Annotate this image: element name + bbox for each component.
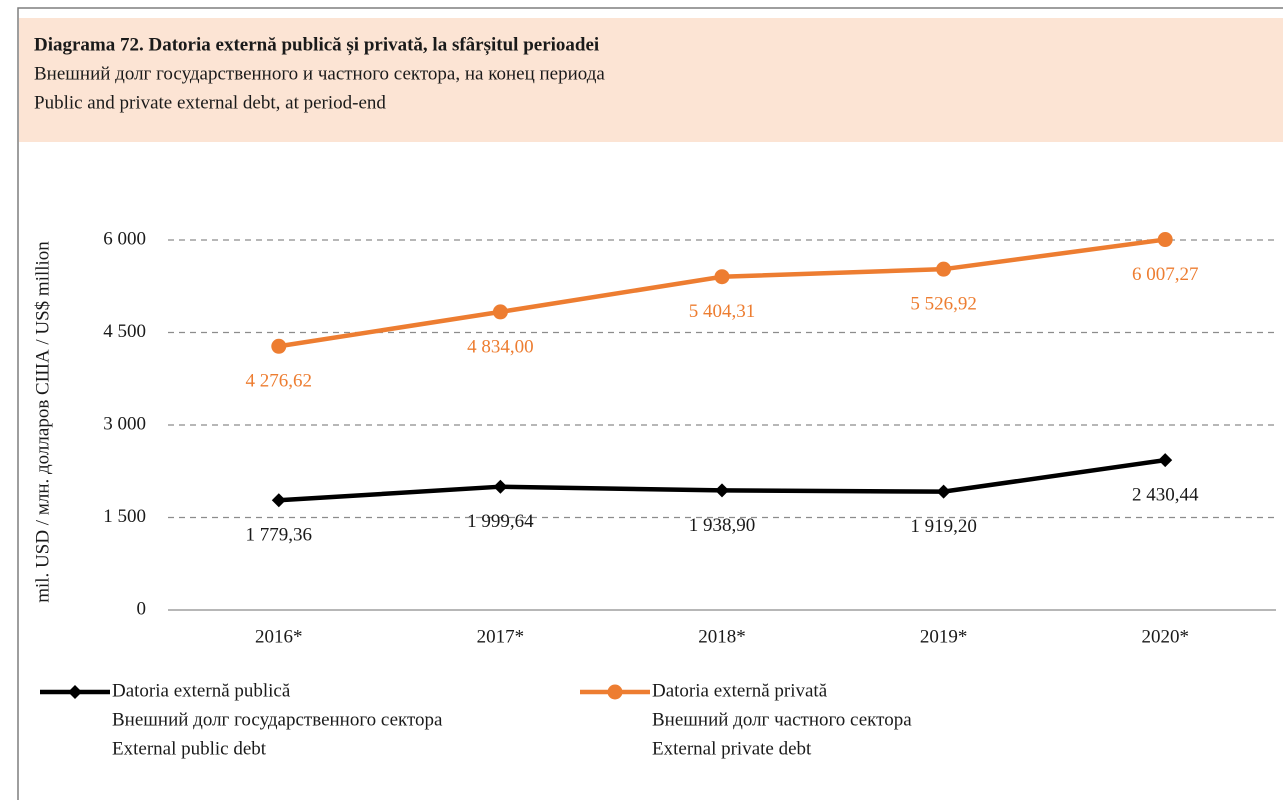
data-label: 5 526,92 [910, 294, 977, 315]
data-point [936, 261, 952, 277]
y-tick-label: 1 500 [103, 506, 146, 527]
x-tick-label: 2018* [698, 626, 746, 647]
data-label: 1 999,64 [467, 511, 534, 532]
x-tick-label: 2020* [1141, 626, 1189, 647]
x-tick-label: 2016* [255, 626, 303, 647]
y-tick-label: 0 [137, 598, 147, 619]
legend-label: External private debt [652, 738, 812, 759]
y-axis-label: mil. USD / млн. долларов США / US$ milli… [32, 241, 53, 603]
data-point [493, 479, 508, 494]
data-point [1157, 232, 1173, 248]
data-label: 1 938,90 [689, 515, 756, 536]
y-tick-label: 3 000 [103, 413, 146, 434]
legend-label: Внешний долг частного сектора [652, 709, 912, 730]
chart-title: Diagrama 72. Datoria externă publică și … [34, 34, 599, 55]
x-tick-label: 2017* [477, 626, 525, 647]
legend-label: Datoria externă publică [112, 680, 291, 701]
data-point [271, 493, 286, 508]
data-label: 5 404,31 [689, 301, 756, 322]
chart-subtitle: Внешний долг государственного и частного… [34, 63, 605, 84]
data-point [492, 304, 508, 320]
data-label: 4 834,00 [467, 336, 534, 357]
chart-subtitle: Public and private external debt, at per… [34, 92, 386, 113]
data-point [936, 484, 951, 499]
data-label: 1 779,36 [246, 525, 313, 546]
data-point [714, 269, 730, 285]
data-label: 6 007,27 [1132, 264, 1199, 285]
data-point [1158, 453, 1173, 468]
data-point [271, 338, 287, 354]
data-label: 1 919,20 [910, 516, 977, 537]
y-tick-label: 6 000 [103, 228, 146, 249]
legend-label: External public debt [112, 738, 267, 759]
data-point [715, 483, 729, 498]
y-tick-label: 4 500 [103, 321, 146, 342]
legend-label: Внешний долг государственного сектора [112, 709, 443, 730]
data-label: 2 430,44 [1132, 484, 1199, 505]
x-tick-label: 2019* [920, 626, 968, 647]
header-band [19, 18, 1283, 142]
legend-marker [68, 685, 82, 699]
legend-label: Datoria externă privată [652, 680, 828, 701]
legend-marker [607, 684, 623, 700]
data-label: 4 276,62 [246, 371, 313, 392]
